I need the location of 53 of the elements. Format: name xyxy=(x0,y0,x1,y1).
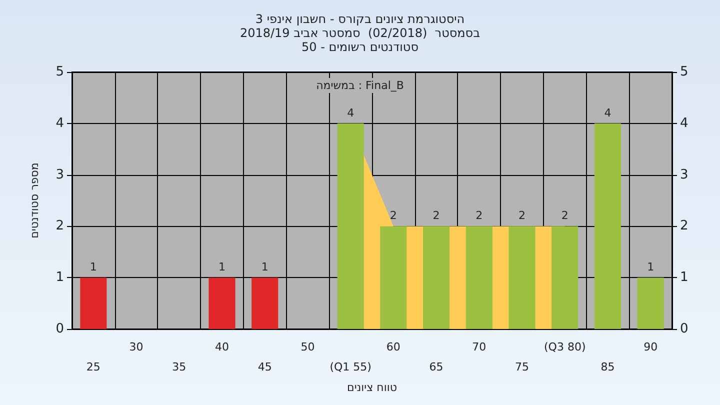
data-label: 1 xyxy=(261,260,268,274)
bar xyxy=(466,226,492,329)
x-tick-label: (Q3 80) xyxy=(544,340,586,354)
data-label: 2 xyxy=(518,209,526,222)
y2-tick-label: 3 xyxy=(680,167,688,182)
bar xyxy=(552,226,578,329)
x-tick-label: 70 xyxy=(472,340,486,354)
data-label: 4 xyxy=(604,106,612,120)
y-tick-label: 4 xyxy=(56,116,64,131)
x-tick-label: (Q1 55) xyxy=(330,360,372,374)
x-tick-label: 25 xyxy=(86,360,100,374)
y-tick-label: 5 xyxy=(56,64,64,80)
bar xyxy=(423,226,450,329)
y2-tick-label: 5 xyxy=(680,64,688,80)
y2-tick-label: 2 xyxy=(680,218,688,234)
x-tick-label: 85 xyxy=(600,360,615,374)
bar xyxy=(337,123,364,329)
data-label: 2 xyxy=(390,209,397,222)
data-label: 1 xyxy=(218,260,226,274)
x-tick-label: 75 xyxy=(515,360,529,374)
y-tick-label: 3 xyxy=(56,167,64,182)
bar xyxy=(208,278,236,329)
y2-tick-label: 4 xyxy=(680,116,688,131)
data-label: 2 xyxy=(432,209,440,222)
x-tick-label: 90 xyxy=(644,340,658,354)
y-tick-label: 2 xyxy=(56,218,64,234)
y-tick-label: 0 xyxy=(56,322,64,336)
bar xyxy=(252,278,278,329)
x-tick-label: 30 xyxy=(129,340,144,354)
x-axis-title: טווח ציונים xyxy=(347,380,397,394)
bar xyxy=(508,226,536,329)
y2-tick-label: 1 xyxy=(680,270,688,286)
data-label: 1 xyxy=(90,260,97,274)
data-label: 4 xyxy=(347,106,354,120)
chart-title: היסטוגרמת ציונים בקורס - חשבון אינפי 3 xyxy=(255,12,465,26)
y2-tick-label: 0 xyxy=(680,322,688,336)
x-tick-label: 60 xyxy=(386,340,400,354)
x-tick-label: 50 xyxy=(300,340,315,354)
data-label: 2 xyxy=(561,209,568,222)
bar xyxy=(637,278,664,329)
bar xyxy=(80,278,107,329)
y-tick-label: 1 xyxy=(56,270,64,286)
x-tick-label: 35 xyxy=(172,360,186,374)
bar xyxy=(380,226,407,329)
x-tick-label: 45 xyxy=(258,360,272,374)
data-label: 1 xyxy=(647,260,654,274)
annotation: במשימה : Final_B xyxy=(316,79,404,92)
bar xyxy=(594,123,621,329)
y-axis-title: מספר סטודנטים xyxy=(28,162,41,238)
data-label: 2 xyxy=(476,209,483,222)
chart-subtitle: בסמסטר (02/2018) סמסטר אביב 2018/19 סטודנטים רשומים - 50 xyxy=(240,26,480,54)
x-tick-label: 65 xyxy=(429,360,444,374)
x-tick-label: 40 xyxy=(215,340,229,354)
